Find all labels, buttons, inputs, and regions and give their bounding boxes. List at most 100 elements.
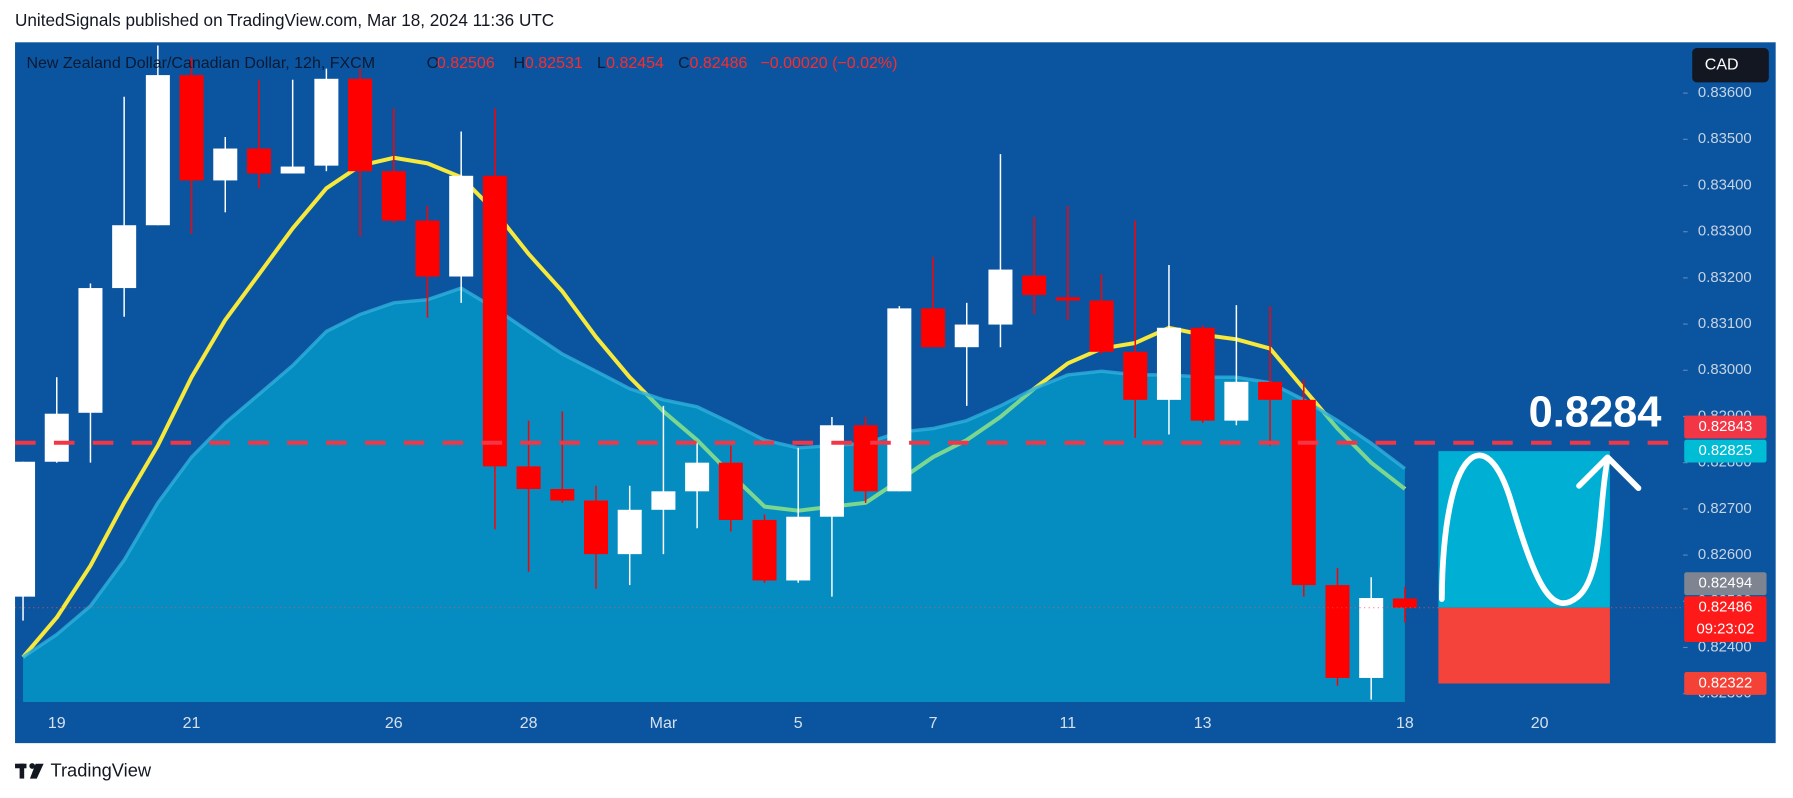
logo-part	[29, 763, 44, 779]
currency-label[interactable]: CAD	[1705, 56, 1739, 73]
high-prefix: H	[514, 55, 526, 72]
candle-body	[145, 75, 170, 226]
candle-body	[819, 425, 844, 517]
candle-body	[280, 166, 305, 174]
candle-body	[1359, 598, 1384, 678]
price-badge-label: 0.82825	[1699, 443, 1753, 459]
candle-body	[1392, 598, 1417, 608]
x-tick-label: 18	[1396, 715, 1414, 732]
candle-body	[213, 148, 238, 181]
x-tick-label: 19	[48, 715, 66, 732]
candle-body	[550, 489, 575, 501]
price-badge	[1684, 596, 1767, 643]
price-badge	[1684, 672, 1767, 695]
price-badge-label: 0.82486	[1699, 600, 1753, 616]
candle-body	[617, 509, 642, 555]
brand-name: TradingView	[50, 760, 151, 781]
candle-body	[246, 148, 271, 174]
x-tick-label: 13	[1194, 715, 1212, 732]
candle-body	[482, 175, 507, 467]
candle-body	[1258, 381, 1283, 400]
candle-body	[516, 466, 541, 490]
candle-body	[449, 175, 474, 277]
y-tick-label: 0.82700	[1698, 501, 1752, 517]
open-value: 0.82506	[437, 55, 495, 72]
open-prefix: O	[427, 55, 439, 72]
close-value: 0.82486	[690, 55, 748, 72]
brand-logo	[15, 763, 44, 779]
candle-body	[583, 500, 609, 555]
close-prefix: C	[678, 55, 690, 72]
candle-body	[179, 75, 204, 181]
candle-body	[887, 308, 912, 492]
candle-body	[1123, 351, 1148, 400]
candle-body	[651, 491, 676, 510]
candle-body	[112, 225, 137, 289]
candle-body	[1291, 399, 1316, 586]
low-value: 0.82454	[606, 55, 664, 72]
y-tick-label: 0.83000	[1698, 362, 1752, 378]
x-tick-label: 7	[929, 715, 938, 732]
low-prefix: L	[597, 55, 606, 72]
countdown-label: 09:23:02	[1696, 621, 1754, 637]
ohlc-legend: O 0.82506 H 0.82531 L 0.82454 C 0.82486 …	[427, 55, 898, 72]
x-tick-label: Mar	[650, 715, 678, 732]
logo-part	[29, 763, 36, 769]
projection-up-zone	[1438, 451, 1610, 608]
y-tick-label: 0.83300	[1698, 224, 1752, 240]
change-value: −0.00020 (−0.02%)	[760, 55, 897, 72]
projection-down-zone	[1438, 607, 1610, 684]
candle-body	[1325, 585, 1350, 678]
candle-body	[853, 425, 878, 492]
x-tick-label: 20	[1531, 715, 1549, 732]
candle-body	[78, 288, 103, 413]
x-tick-label: 5	[794, 715, 803, 732]
price-badge-label: 0.82322	[1699, 675, 1753, 691]
candle-body	[921, 308, 946, 348]
candle-body	[415, 220, 440, 277]
published-line: UnitedSignals published on TradingView.c…	[15, 10, 554, 30]
price-badge	[1684, 572, 1767, 596]
candle-body	[685, 462, 710, 492]
candle-body	[44, 413, 69, 462]
candle-body	[988, 269, 1013, 325]
candle-body	[1156, 327, 1181, 400]
currency-badge[interactable]	[1692, 48, 1769, 83]
symbol-title: New Zealand Dollar/Canadian Dollar, 12h,…	[26, 55, 375, 72]
candle-body	[1022, 275, 1047, 295]
target-text: 0.8284	[1529, 388, 1662, 436]
candle-body	[381, 171, 406, 221]
candle-body	[786, 516, 811, 581]
plot-area: 0.83600 0.83500 0.83400 0.83300 0.83200 0.831…	[11, 45, 1767, 732]
y-tick-label: 0.83400	[1698, 177, 1752, 193]
price-badge-label: 0.82843	[1699, 419, 1753, 435]
y-tick-label: 0.83600	[1698, 85, 1752, 101]
candle-body	[1190, 327, 1215, 421]
y-tick-label: 0.82400	[1698, 639, 1752, 655]
candle-body	[348, 78, 373, 172]
x-tick-label: 28	[520, 715, 538, 732]
price-badge	[1684, 439, 1767, 463]
candle-body	[1224, 381, 1249, 421]
candle-body	[1089, 300, 1114, 352]
price-badge	[1684, 415, 1767, 439]
y-tick-label: 0.83200	[1698, 270, 1752, 286]
candle-body	[752, 519, 777, 581]
x-tick-label: 26	[385, 715, 403, 732]
candle-body	[954, 324, 979, 348]
logo-part	[19, 763, 25, 779]
price-badge-label: 0.82494	[1699, 576, 1753, 592]
y-tick-label: 0.82600	[1698, 547, 1752, 563]
projection-arrow	[1576, 454, 1642, 492]
candle-body	[1055, 297, 1080, 301]
x-tick-label: 21	[183, 715, 201, 732]
candle-body	[11, 461, 36, 597]
ma-slow-area	[23, 288, 1405, 702]
candle-body	[314, 78, 339, 166]
y-tick-label: 0.83500	[1698, 131, 1752, 147]
x-tick-label: 11	[1060, 715, 1077, 732]
projection-curve	[1438, 452, 1611, 606]
candle-body	[718, 462, 743, 520]
